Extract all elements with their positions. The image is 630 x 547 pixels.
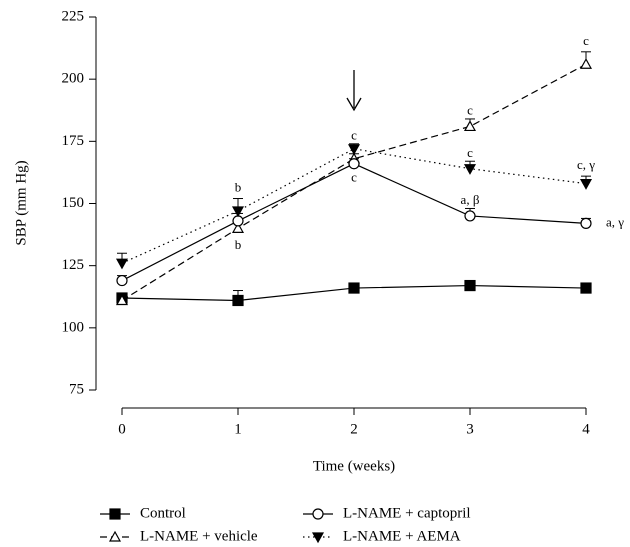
legend-marker [108, 530, 122, 542]
y-axis-label: SBP (mm Hg) [13, 160, 29, 245]
annotation: a, γ [606, 214, 624, 229]
annotation: c, γ [577, 157, 595, 172]
x-axis-label: Time (weeks) [313, 458, 395, 474]
annotation: a, β [461, 192, 480, 207]
x-tick-label: 3 [466, 421, 474, 437]
x-tick-label: 4 [582, 421, 590, 437]
annotation: b [235, 237, 242, 252]
data-point [463, 164, 477, 175]
data-point [232, 294, 244, 307]
y-tick-label: 175 [62, 133, 85, 149]
data-point [116, 274, 128, 287]
legend-label: L-NAME + captopril [343, 505, 471, 521]
data-point [463, 120, 477, 132]
annotation: c [467, 102, 473, 117]
y-tick-label: 150 [62, 195, 85, 211]
data-point [464, 210, 476, 222]
y-tick-label: 125 [62, 257, 85, 273]
data-point [580, 217, 592, 229]
x-tick-label: 0 [118, 421, 126, 437]
x-tick-label: 1 [234, 421, 242, 437]
arrow [346, 70, 362, 112]
data-point [464, 279, 476, 292]
annotation: c [467, 145, 473, 160]
data-point [348, 282, 360, 294]
legend-label: L-NAME + vehicle [140, 528, 258, 544]
y-tick-label: 100 [62, 319, 85, 335]
data-point [115, 258, 129, 270]
annotation: c [351, 127, 357, 142]
data-point [580, 282, 592, 294]
series-line [121, 148, 587, 264]
data-point [347, 144, 361, 156]
legend-marker [312, 508, 324, 520]
y-tick-label: 75 [69, 381, 84, 397]
data-point [231, 206, 245, 218]
y-tick-label: 200 [62, 71, 85, 87]
y-tick-label: 225 [62, 8, 85, 24]
data-point [115, 294, 129, 306]
data-point [231, 222, 245, 233]
data-point [579, 58, 593, 69]
data-point [232, 215, 244, 227]
x-tick-label: 2 [350, 421, 358, 437]
annotation: b [235, 180, 242, 195]
legend-marker [109, 508, 121, 520]
legend-label: L-NAME + AEMA [343, 528, 461, 544]
legend-marker [311, 532, 325, 544]
annotation: c [351, 170, 357, 185]
legend-label: Control [140, 505, 186, 521]
annotation: c [583, 33, 589, 48]
series-line [121, 63, 587, 301]
data-point [348, 158, 360, 170]
data-point [579, 179, 593, 190]
